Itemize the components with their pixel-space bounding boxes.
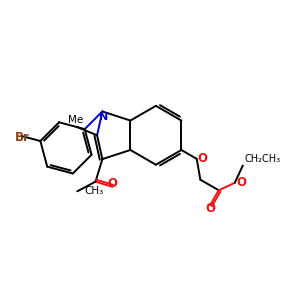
Text: N: N: [99, 112, 109, 122]
Text: CH₃: CH₃: [85, 186, 104, 196]
Text: O: O: [198, 152, 208, 165]
Text: Me: Me: [68, 116, 83, 125]
Text: CH₂CH₃: CH₂CH₃: [244, 154, 280, 164]
Text: O: O: [107, 177, 117, 190]
Text: O: O: [206, 202, 216, 215]
Text: O: O: [236, 176, 246, 189]
Text: Br: Br: [14, 131, 29, 144]
